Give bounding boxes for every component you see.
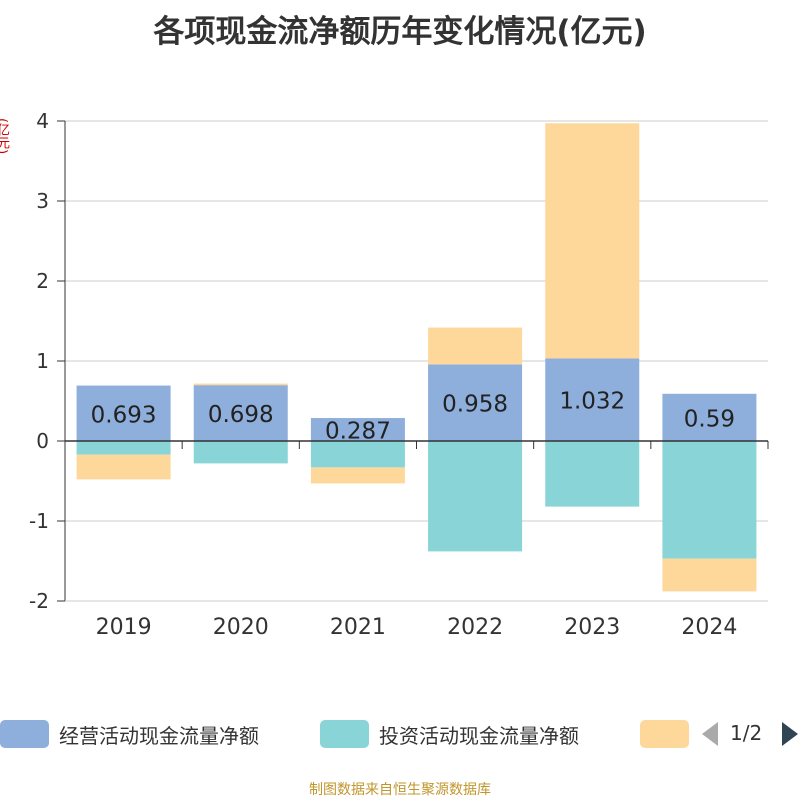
- y-tick-label: -2: [29, 589, 49, 613]
- x-tick-label: 2024: [681, 615, 737, 640]
- y-tick-label: 4: [36, 109, 49, 133]
- bar-investing: [662, 441, 757, 559]
- legend-swatch-financing: [640, 720, 689, 748]
- legend-label-investing: 投资活动现金流量净额: [379, 723, 579, 748]
- bar-financing: [193, 383, 288, 386]
- legend-item-financing[interactable]: [640, 714, 699, 754]
- y-tick-label: 2: [36, 269, 49, 293]
- bar-investing: [545, 441, 640, 507]
- bar-financing: [545, 123, 640, 359]
- legend-item-investing[interactable]: 投资活动现金流量净额: [320, 714, 579, 754]
- legend-page-indicator: 1/2: [730, 721, 763, 745]
- x-tick-label: 2020: [213, 615, 269, 640]
- source-note: 制图数据来自恒生聚源数据库: [309, 782, 491, 798]
- x-tick-label: 2022: [447, 615, 503, 640]
- bar-investing: [310, 441, 405, 468]
- bar-operating: [310, 418, 405, 441]
- legend-prev-icon[interactable]: [700, 720, 720, 748]
- x-tick-label: 2023: [564, 615, 620, 640]
- legend-label-operating: 经营活动现金流量净额: [59, 723, 259, 748]
- bar-operating: [76, 385, 171, 441]
- data-label: 0.958: [442, 392, 508, 418]
- data-label: 0.698: [208, 402, 274, 428]
- bar-financing: [76, 454, 171, 480]
- legend-swatch-investing: [320, 720, 369, 748]
- bar-financing: [428, 327, 523, 365]
- legend-swatch-operating: [0, 720, 49, 748]
- y-tick-label: -1: [29, 509, 49, 533]
- legend-next-icon[interactable]: [780, 720, 800, 748]
- y-axis-unit: (亿元): [0, 118, 9, 155]
- bar-operating: [428, 364, 523, 441]
- data-label: 0.59: [684, 406, 735, 432]
- chart-canvas: 4 3 2 1 0 -1 -2 0.693 0.698 0.287 0.958 1.032 0.59 20…: [29, 109, 769, 640]
- y-tick-label: 1: [36, 349, 49, 373]
- y-tick-label: 3: [36, 189, 49, 213]
- bar-investing: [193, 441, 288, 464]
- bar-financing: [310, 467, 405, 484]
- bar-investing: [428, 441, 523, 552]
- x-tick-label: 2021: [330, 615, 386, 640]
- bar-operating: [193, 385, 288, 441]
- legend-item-operating[interactable]: 经营活动现金流量净额: [0, 714, 259, 754]
- bar-operating: [662, 393, 757, 441]
- chart-title: 各项现金流净额历年变化情况(亿元): [153, 14, 647, 50]
- y-tick-label: 0: [36, 429, 49, 453]
- bar-operating: [545, 358, 640, 441]
- bar-investing: [76, 441, 171, 455]
- data-label: 1.032: [559, 389, 625, 415]
- data-label: 0.287: [325, 419, 391, 445]
- legend-pager: 1/2: [700, 714, 800, 754]
- x-tick-label: 2019: [96, 615, 152, 640]
- legend: 经营活动现金流量净额 投资活动现金流量净额: [0, 714, 800, 754]
- bar-financing: [662, 558, 757, 592]
- data-label: 0.693: [91, 402, 157, 428]
